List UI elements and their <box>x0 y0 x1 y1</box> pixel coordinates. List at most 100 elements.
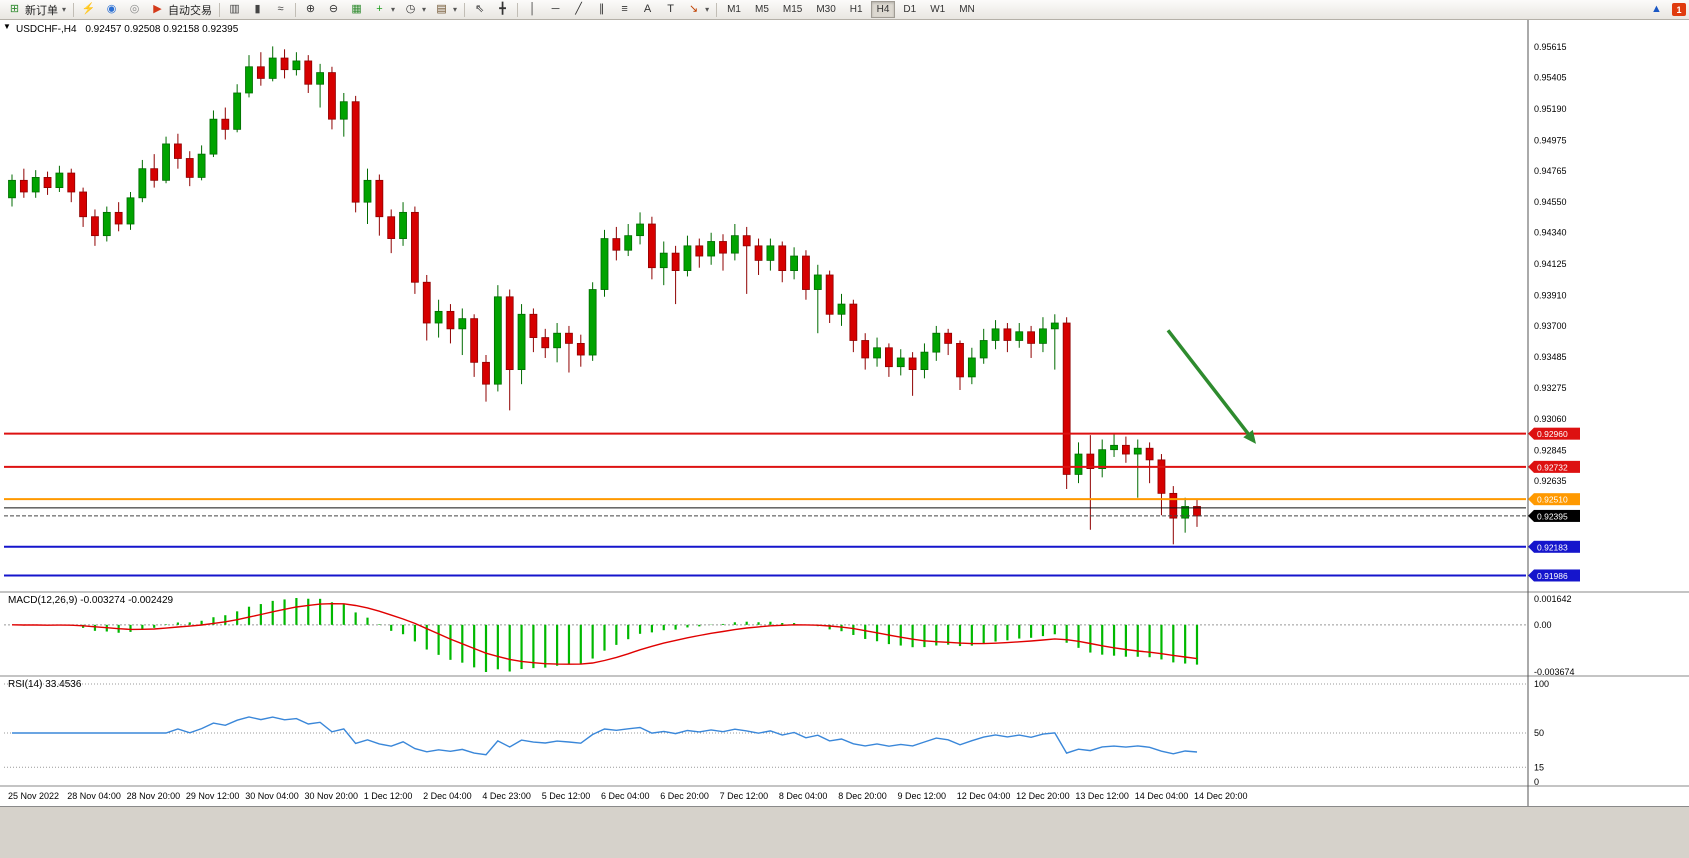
svg-text:0.94550: 0.94550 <box>1534 197 1567 207</box>
macd-signal-line <box>11 602 1198 665</box>
timeframe-button-m30[interactable]: M30 <box>816 4 836 15</box>
svg-text:30 Nov 20:00: 30 Nov 20:00 <box>305 791 359 801</box>
horizontal-line-icon: ─ <box>551 3 560 15</box>
svg-text:25 Nov 2022: 25 Nov 2022 <box>8 791 59 801</box>
svg-text:12 Dec 20:00: 12 Dec 20:00 <box>1016 791 1070 801</box>
chart-menu-icon[interactable]: ▼ <box>3 22 11 31</box>
svg-text:14 Dec 04:00: 14 Dec 04:00 <box>1135 791 1189 801</box>
svg-text:0.93485: 0.93485 <box>1534 352 1567 362</box>
bar-chart-button[interactable]: ▥ <box>223 1 246 19</box>
sounds-button[interactable]: ◎ <box>123 1 146 19</box>
text-button[interactable]: A <box>636 1 659 19</box>
mql-editor-icon: ⚡ <box>81 3 96 15</box>
symbol-period-label: USDCHF-,H4 <box>16 24 77 35</box>
timeframe-button-m15[interactable]: M15 <box>782 4 803 15</box>
zoom-out-icon: ⊖ <box>328 3 339 15</box>
channel-button[interactable]: ∥ <box>590 1 613 19</box>
rsi-label: RSI(14) 33.4536 <box>8 679 82 690</box>
chevron-down-icon: ▾ <box>422 5 427 14</box>
svg-text:13 Dec 12:00: 13 Dec 12:00 <box>1075 791 1129 801</box>
macd-label: MACD(12,26,9) -0.003274 -0.002429 <box>8 595 174 606</box>
label-button[interactable]: T <box>659 1 682 19</box>
toolbar-separator <box>219 2 221 17</box>
trendline-icon: ╱ <box>575 3 582 15</box>
svg-text:0.93060: 0.93060 <box>1534 414 1567 424</box>
toolbar-separator <box>716 2 718 17</box>
new-order-button[interactable]: ⊞ 新订单 ▾ <box>3 1 70 19</box>
svg-text:2 Dec 04:00: 2 Dec 04:00 <box>423 791 472 801</box>
svg-text:0: 0 <box>1534 777 1539 787</box>
timeframe-button-mn[interactable]: MN <box>959 4 975 15</box>
svg-text:0.93910: 0.93910 <box>1534 290 1567 300</box>
svg-text:0.94340: 0.94340 <box>1534 228 1567 238</box>
periods-button[interactable]: ◷ ▾ <box>399 1 430 19</box>
svg-text:50: 50 <box>1534 728 1544 738</box>
horizontal-level-lines[interactable] <box>4 432 1526 577</box>
timeframe-button-m1[interactable]: M1 <box>727 4 741 15</box>
timeframe-button-h4[interactable]: H4 <box>870 1 896 18</box>
tile-windows-button[interactable]: ▦ <box>345 1 368 19</box>
svg-text:29 Nov 12:00: 29 Nov 12:00 <box>186 791 240 801</box>
toolbar-separator <box>517 2 519 17</box>
svg-text:28 Nov 20:00: 28 Nov 20:00 <box>127 791 181 801</box>
svg-text:0.95405: 0.95405 <box>1534 73 1567 83</box>
toolbar-separator <box>73 2 75 17</box>
svg-text:0.95190: 0.95190 <box>1534 104 1567 114</box>
autotrading-button[interactable]: ▶ 自动交易 <box>146 1 216 19</box>
svg-text:15: 15 <box>1534 762 1544 772</box>
rsi-level-lines <box>4 683 1526 768</box>
svg-text:0.94125: 0.94125 <box>1534 259 1567 269</box>
zoom-out-button[interactable]: ⊖ <box>322 1 345 19</box>
vertical-line-button[interactable]: │ <box>521 1 544 19</box>
trendline-button[interactable]: ╱ <box>567 1 590 19</box>
cursor-button[interactable]: ⇖ <box>468 1 491 19</box>
svg-text:0.92960: 0.92960 <box>1537 429 1568 439</box>
horizontal-line-button[interactable]: ─ <box>544 1 567 19</box>
zoom-in-icon: ⊕ <box>305 3 316 15</box>
svg-text:30 Nov 04:00: 30 Nov 04:00 <box>245 791 299 801</box>
fibonacci-button[interactable]: ≡ <box>613 1 636 19</box>
toolbar-separator <box>295 2 297 17</box>
arrows-button[interactable]: ↘ ▾ <box>682 1 713 19</box>
new-order-button-label: 新订单 <box>25 4 58 17</box>
mql-editor-button[interactable]: ⚡ <box>77 1 100 19</box>
autotrading-button-label: 自动交易 <box>168 4 213 17</box>
svg-text:6 Dec 20:00: 6 Dec 20:00 <box>660 791 709 801</box>
crosshair-icon: ╋ <box>499 3 506 15</box>
line-chart-button[interactable]: ≈ <box>269 1 292 19</box>
timeframe-button-w1[interactable]: W1 <box>930 4 946 15</box>
timeframe-button-d1[interactable]: D1 <box>903 4 917 15</box>
sound-icon: ◎ <box>129 3 140 15</box>
timeframe-button-m5[interactable]: M5 <box>754 4 769 15</box>
zoom-in-button[interactable]: ⊕ <box>299 1 322 19</box>
svg-text:12 Dec 04:00: 12 Dec 04:00 <box>957 791 1011 801</box>
tile-windows-icon: ▦ <box>351 3 362 15</box>
candlestick-chart-button[interactable]: ▮ <box>246 1 269 19</box>
templates-button[interactable]: ▤ ▾ <box>430 1 461 19</box>
market-watch-button[interactable]: ◉ <box>100 1 123 19</box>
svg-text:0.91986: 0.91986 <box>1537 571 1568 581</box>
svg-text:0.001642: 0.001642 <box>1534 594 1572 604</box>
svg-text:0.93700: 0.93700 <box>1534 321 1567 331</box>
pane-separators <box>0 20 1689 806</box>
chevron-down-icon: ▾ <box>453 5 458 14</box>
svg-text:8 Dec 20:00: 8 Dec 20:00 <box>838 791 887 801</box>
svg-text:0.94765: 0.94765 <box>1534 166 1567 176</box>
crosshair-button[interactable]: ╋ <box>491 1 514 19</box>
new-order-icon: ⊞ <box>9 3 20 15</box>
chart-symbol-header: USDCHF-,H4 0.92457 0.92508 0.92158 0.923… <box>16 24 238 35</box>
notification-badge[interactable]: 1 <box>1672 3 1686 16</box>
trend-arrow-annotation[interactable] <box>1166 329 1256 444</box>
scroll-up-button[interactable]: ▲ <box>1645 1 1668 19</box>
svg-text:0.00: 0.00 <box>1534 620 1552 630</box>
cursor-icon: ⇖ <box>474 3 485 15</box>
indicators-button[interactable]: + ▾ <box>368 1 399 19</box>
time-axis-labels: 25 Nov 2022 28 Nov 04:00 28 Nov 20:00 29 No… <box>8 791 1248 801</box>
svg-text:4 Dec 23:00: 4 Dec 23:00 <box>482 791 531 801</box>
svg-text:0.93275: 0.93275 <box>1534 383 1567 393</box>
svg-text:100: 100 <box>1534 679 1549 689</box>
line-chart-icon: ≈ <box>277 3 284 15</box>
ohlc-values: 0.92457 0.92508 0.92158 0.92395 <box>85 24 239 35</box>
timeframe-button-h1[interactable]: H1 <box>849 4 863 15</box>
